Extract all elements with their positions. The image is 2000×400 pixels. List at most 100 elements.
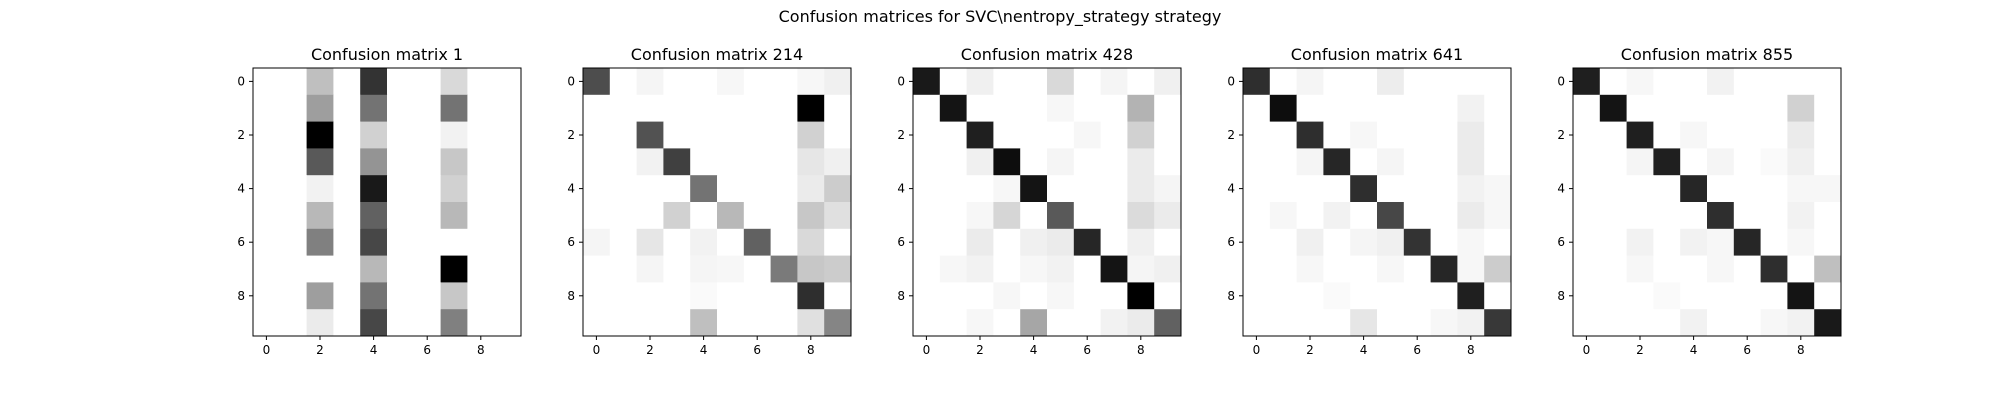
heatmap-cell	[1733, 282, 1761, 310]
heatmap-cell	[360, 175, 388, 203]
heatmap-cell	[663, 121, 691, 149]
heatmap-cell	[913, 175, 941, 203]
heatmap-cell	[1127, 68, 1155, 96]
heatmap-cell	[824, 94, 852, 122]
heatmap-cell	[636, 68, 664, 96]
heatmap-cell	[1573, 282, 1601, 310]
heatmap-cell	[1047, 175, 1075, 203]
heatmap-cell	[1269, 121, 1297, 149]
heatmap-cell	[1733, 255, 1761, 283]
heatmap-cell	[494, 282, 522, 310]
heatmap-cell	[1430, 148, 1458, 176]
heatmap-cell	[1787, 282, 1815, 310]
heatmap-cell	[1403, 255, 1431, 283]
heatmap-cell	[1127, 282, 1155, 310]
heatmap-cell	[1073, 68, 1101, 96]
heatmap-cell	[1269, 255, 1297, 283]
heatmap-cell	[797, 282, 825, 310]
heatmap-cell	[1457, 68, 1485, 96]
heatmap-cell	[1653, 175, 1681, 203]
y-tick-label: 4	[897, 182, 905, 196]
heatmap-cell	[440, 255, 468, 283]
heatmap-cell	[1296, 94, 1324, 122]
heatmap-cell	[1403, 175, 1431, 203]
heatmap-cell	[690, 282, 718, 310]
heatmap-cell	[1626, 148, 1654, 176]
heatmap-cell	[387, 309, 415, 337]
heatmap-cell	[333, 309, 361, 337]
heatmap-cell	[1020, 175, 1048, 203]
heatmap-cell	[333, 202, 361, 230]
heatmap-cell	[1154, 175, 1182, 203]
heatmap-cell	[663, 309, 691, 337]
heatmap-cell	[797, 309, 825, 337]
heatmap-cell	[993, 309, 1021, 337]
y-tick-label: 2	[1227, 128, 1235, 142]
heatmap-cell	[306, 228, 334, 256]
heatmap-cell	[1430, 202, 1458, 230]
panel-title: Confusion matrix 428	[961, 45, 1133, 64]
heatmap-cell	[1100, 68, 1128, 96]
heatmap-cell	[413, 148, 441, 176]
heatmap-cell	[663, 148, 691, 176]
heatmap-cell	[306, 68, 334, 96]
heatmap-cell	[1814, 228, 1842, 256]
heatmap-cell	[797, 68, 825, 96]
heatmap-cell	[1680, 121, 1708, 149]
heatmap-cell	[717, 94, 745, 122]
heatmap-cell	[1707, 94, 1735, 122]
heatmap-cell	[1296, 228, 1324, 256]
panel-title: Confusion matrix 855	[1621, 45, 1793, 64]
heatmap-cell	[1243, 282, 1271, 310]
heatmap-cell	[690, 228, 718, 256]
heatmap-cell	[1154, 228, 1182, 256]
heatmap-cell	[1269, 309, 1297, 337]
heatmap-cell	[1573, 148, 1601, 176]
heatmap-cell	[993, 228, 1021, 256]
heatmap-cell	[743, 94, 771, 122]
heatmap-cell	[743, 68, 771, 96]
heatmap-cell	[993, 202, 1021, 230]
heatmap-cell	[1127, 202, 1155, 230]
heatmap-cell	[1733, 68, 1761, 96]
heatmap-cell	[306, 175, 334, 203]
heatmap-cell	[690, 255, 718, 283]
heatmap-cell	[360, 282, 388, 310]
heatmap-cell	[1733, 175, 1761, 203]
heatmap-cell	[993, 255, 1021, 283]
heatmap-cell	[1100, 202, 1128, 230]
heatmap-cell	[413, 68, 441, 96]
heatmap-cell	[1573, 202, 1601, 230]
heatmap-cell	[717, 228, 745, 256]
heatmap-cell	[1403, 94, 1431, 122]
heatmap-cell	[743, 202, 771, 230]
heatmap-cell	[1573, 309, 1601, 337]
heatmap-cell	[333, 68, 361, 96]
heatmap-cell	[583, 255, 611, 283]
heatmap-cell	[797, 94, 825, 122]
heatmap-cell	[1323, 148, 1351, 176]
heatmap-cell	[333, 282, 361, 310]
confusion-matrix-panel: Confusion matrix 214 0 2 4 6 8 0 2 4 6 8	[567, 45, 852, 357]
heatmap-cell	[966, 228, 994, 256]
heatmap-cell	[1323, 94, 1351, 122]
heatmap-cell	[717, 202, 745, 230]
y-tick-label: 0	[567, 74, 575, 88]
heatmap-cell	[717, 255, 745, 283]
heatmap-cell	[1787, 255, 1815, 283]
heatmap-cell	[1430, 255, 1458, 283]
heatmap-cell	[1680, 94, 1708, 122]
heatmap-cell	[1814, 282, 1842, 310]
heatmap-cell	[1680, 282, 1708, 310]
heatmap-cell	[1430, 121, 1458, 149]
heatmap-cell	[1073, 282, 1101, 310]
heatmap-cell	[306, 309, 334, 337]
heatmap-cell	[1047, 202, 1075, 230]
heatmap-cell	[743, 228, 771, 256]
heatmap-cell	[1047, 255, 1075, 283]
heatmap-cell	[253, 255, 281, 283]
heatmap-cell	[494, 228, 522, 256]
heatmap-cell	[1573, 68, 1601, 96]
heatmap-cell	[1653, 228, 1681, 256]
